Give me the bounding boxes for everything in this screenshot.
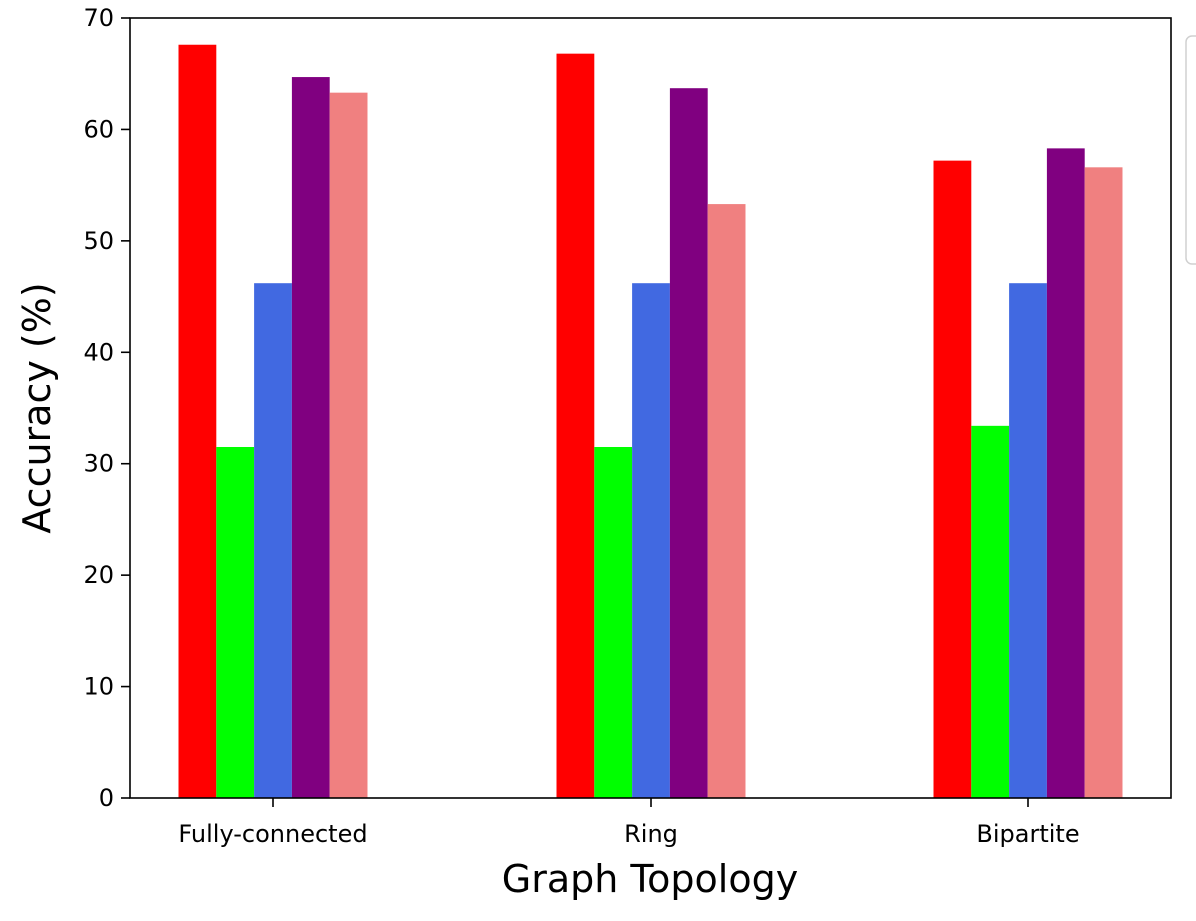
x-tick-label: Fully-connected xyxy=(178,820,367,848)
bar-series-2-ring xyxy=(594,447,633,798)
bar-series-4-fully-connected xyxy=(291,77,330,798)
y-tick-label: 40 xyxy=(83,338,114,366)
y-tick-label: 30 xyxy=(83,450,114,478)
bar-series-3-ring xyxy=(632,283,670,798)
bar-series-1-fully-connected xyxy=(178,44,217,799)
y-axis: 0 10 20 30 40 50 60 70 xyxy=(83,4,130,812)
y-tick-label: 50 xyxy=(83,227,114,255)
bar-series-3-bipartite xyxy=(1009,283,1047,798)
y-tick-label: 70 xyxy=(83,4,114,32)
y-tick-label: 20 xyxy=(83,561,114,589)
bar-series-3-fully-connected xyxy=(254,283,292,798)
bar-series-1-ring xyxy=(556,53,595,799)
bars-layer xyxy=(178,44,1123,799)
x-tick-label: Ring xyxy=(624,820,678,848)
bar-series-5-ring xyxy=(707,204,746,799)
bar-series-2-bipartite xyxy=(971,425,1010,798)
y-axis-title: Accuracy (%) xyxy=(15,282,59,533)
bar-series-5-fully-connected xyxy=(329,92,368,798)
legend xyxy=(1185,35,1196,265)
x-axis-title: Graph Topology xyxy=(502,857,798,901)
bar-series-5-bipartite xyxy=(1084,167,1123,798)
x-tick-label: Bipartite xyxy=(976,820,1079,848)
bar-series-1-bipartite xyxy=(933,160,972,798)
bar-series-2-fully-connected xyxy=(216,447,255,798)
y-tick-label: 10 xyxy=(83,673,114,701)
x-axis: Fully-connected Ring Bipartite xyxy=(178,798,1080,848)
y-tick-label: 60 xyxy=(83,115,114,143)
bar-series-4-bipartite xyxy=(1046,148,1085,798)
bar-series-4-ring xyxy=(669,88,708,798)
y-tick-label: 0 xyxy=(99,784,114,812)
